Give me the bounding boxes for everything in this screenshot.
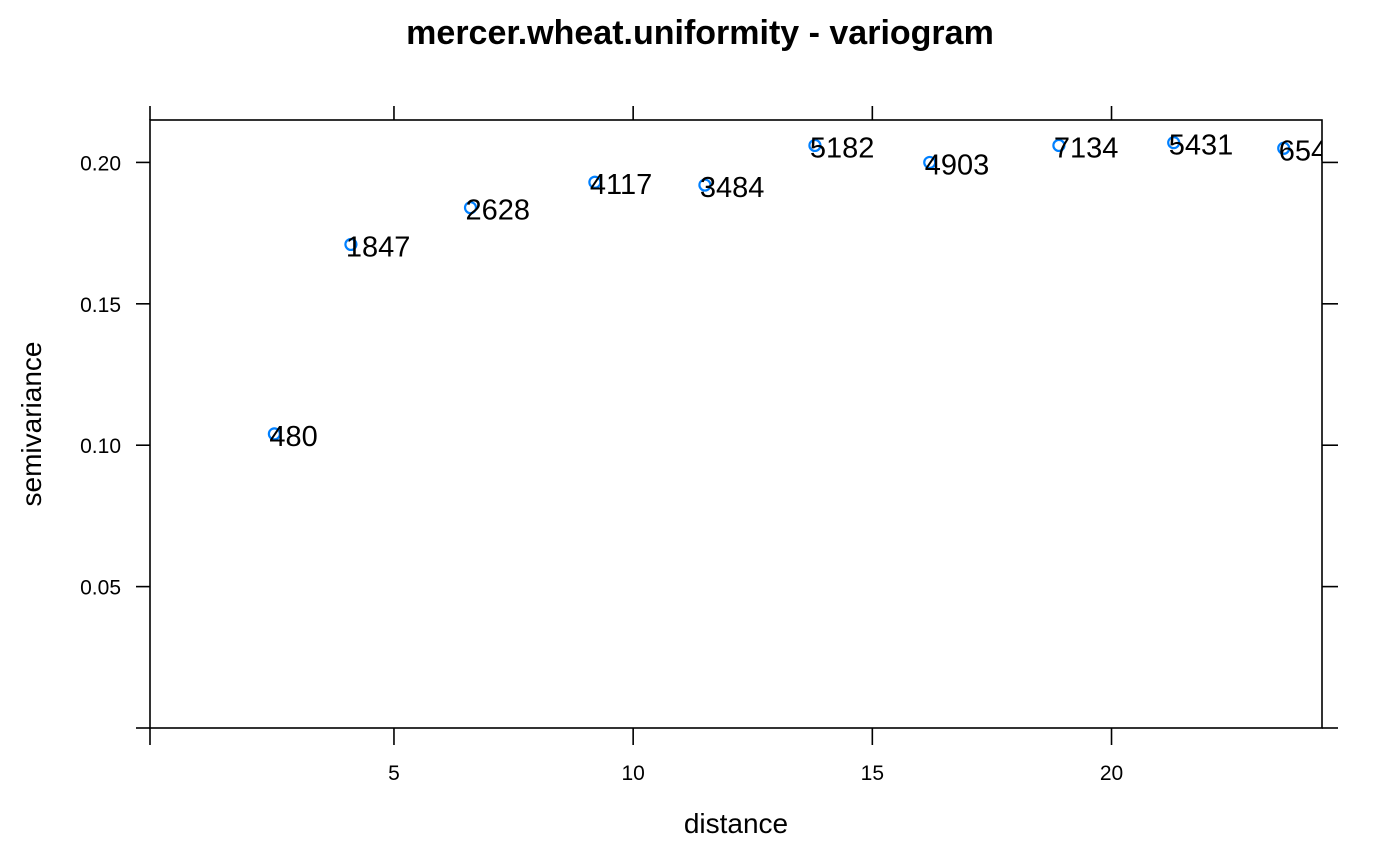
x-tick-label: 15 bbox=[861, 762, 884, 785]
y-tick-label: 0.10 bbox=[80, 435, 121, 458]
data-point bbox=[808, 138, 822, 153]
plot-frame bbox=[149, 119, 1323, 729]
y-tick-label: 0.20 bbox=[80, 152, 121, 175]
data-point bbox=[1052, 138, 1066, 153]
data-point-label: 654 bbox=[1279, 135, 1327, 167]
data-point bbox=[923, 155, 937, 170]
x-tick-label: 10 bbox=[621, 762, 644, 785]
y-axis-label: semivariance bbox=[16, 342, 47, 507]
y-tick-label: 0.05 bbox=[80, 577, 121, 600]
data-point-label: 4117 bbox=[590, 169, 652, 201]
data-point-label: 1847 bbox=[346, 231, 411, 263]
chart-title: mercer.wheat.uniformity - variogram bbox=[406, 14, 994, 52]
data-point-label: 7134 bbox=[1054, 132, 1119, 164]
data-points: 480 1847 2628 4117 3484 5182 4903 7134 5431 654 bbox=[267, 130, 1327, 453]
data-point bbox=[267, 427, 281, 441]
x-tick-label: 5 bbox=[388, 762, 400, 785]
y-tick-label: 0.15 bbox=[80, 294, 121, 317]
data-point bbox=[344, 237, 358, 252]
data-point bbox=[1167, 136, 1181, 150]
x-axis-label: distance bbox=[684, 808, 788, 839]
x-tick-label: 20 bbox=[1100, 762, 1123, 785]
data-point-label: 2628 bbox=[466, 195, 531, 227]
data-point-label: 5182 bbox=[810, 132, 875, 164]
data-point-label: 480 bbox=[269, 421, 317, 453]
x-axis: 5 10 15 20 bbox=[149, 106, 1123, 785]
data-point bbox=[698, 178, 712, 192]
data-point-label: 4903 bbox=[925, 149, 990, 181]
data-point bbox=[463, 201, 478, 215]
data-point-label: 5431 bbox=[1169, 130, 1234, 162]
data-point-label: 3484 bbox=[700, 172, 765, 204]
data-point bbox=[588, 175, 602, 189]
data-point bbox=[1277, 141, 1291, 155]
y-axis: 0.05 0.10 0.15 0.20 bbox=[80, 152, 1338, 729]
